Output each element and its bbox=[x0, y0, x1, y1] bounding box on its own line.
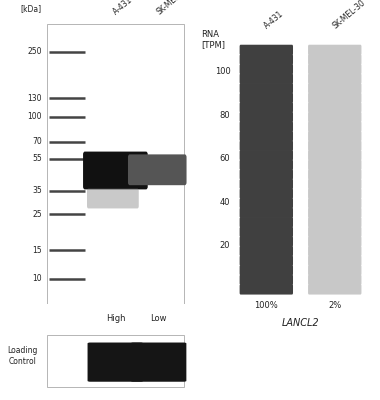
FancyBboxPatch shape bbox=[308, 83, 361, 94]
Text: LANCL2: LANCL2 bbox=[282, 318, 319, 328]
FancyBboxPatch shape bbox=[308, 121, 361, 132]
FancyBboxPatch shape bbox=[308, 64, 361, 74]
FancyBboxPatch shape bbox=[308, 45, 361, 55]
FancyBboxPatch shape bbox=[131, 342, 186, 382]
Text: 2%: 2% bbox=[328, 301, 341, 310]
FancyBboxPatch shape bbox=[240, 246, 293, 256]
Text: 60: 60 bbox=[220, 154, 230, 163]
FancyBboxPatch shape bbox=[240, 179, 293, 189]
FancyBboxPatch shape bbox=[308, 54, 361, 65]
FancyBboxPatch shape bbox=[240, 64, 293, 74]
FancyBboxPatch shape bbox=[308, 236, 361, 247]
FancyBboxPatch shape bbox=[83, 152, 148, 189]
FancyBboxPatch shape bbox=[240, 74, 293, 84]
FancyBboxPatch shape bbox=[308, 93, 361, 103]
FancyBboxPatch shape bbox=[87, 342, 143, 382]
FancyBboxPatch shape bbox=[240, 236, 293, 247]
FancyBboxPatch shape bbox=[240, 169, 293, 180]
FancyBboxPatch shape bbox=[240, 150, 293, 160]
FancyBboxPatch shape bbox=[240, 284, 293, 294]
FancyBboxPatch shape bbox=[240, 217, 293, 228]
FancyBboxPatch shape bbox=[240, 160, 293, 170]
FancyBboxPatch shape bbox=[308, 74, 361, 84]
FancyBboxPatch shape bbox=[240, 121, 293, 132]
FancyBboxPatch shape bbox=[240, 54, 293, 65]
Text: 100: 100 bbox=[27, 112, 42, 121]
FancyBboxPatch shape bbox=[240, 208, 293, 218]
FancyBboxPatch shape bbox=[308, 160, 361, 170]
Text: 250: 250 bbox=[27, 48, 42, 56]
FancyBboxPatch shape bbox=[47, 335, 184, 387]
FancyBboxPatch shape bbox=[240, 140, 293, 151]
FancyBboxPatch shape bbox=[240, 274, 293, 285]
Text: 40: 40 bbox=[220, 198, 230, 207]
FancyBboxPatch shape bbox=[308, 198, 361, 208]
Text: 100%: 100% bbox=[255, 301, 278, 310]
Text: Low: Low bbox=[150, 314, 167, 323]
FancyBboxPatch shape bbox=[128, 154, 187, 185]
FancyBboxPatch shape bbox=[308, 227, 361, 237]
FancyBboxPatch shape bbox=[308, 246, 361, 256]
FancyBboxPatch shape bbox=[240, 265, 293, 276]
FancyBboxPatch shape bbox=[308, 131, 361, 141]
FancyBboxPatch shape bbox=[240, 93, 293, 103]
FancyBboxPatch shape bbox=[308, 112, 361, 122]
FancyBboxPatch shape bbox=[240, 112, 293, 122]
Text: 15: 15 bbox=[32, 246, 42, 255]
Text: 35: 35 bbox=[32, 186, 42, 195]
FancyBboxPatch shape bbox=[308, 169, 361, 180]
FancyBboxPatch shape bbox=[308, 274, 361, 285]
FancyBboxPatch shape bbox=[240, 198, 293, 208]
FancyBboxPatch shape bbox=[308, 284, 361, 294]
FancyBboxPatch shape bbox=[308, 102, 361, 112]
Text: 130: 130 bbox=[27, 94, 42, 102]
FancyBboxPatch shape bbox=[47, 24, 184, 304]
FancyBboxPatch shape bbox=[87, 188, 139, 208]
FancyBboxPatch shape bbox=[240, 256, 293, 266]
FancyBboxPatch shape bbox=[308, 179, 361, 189]
FancyBboxPatch shape bbox=[240, 45, 293, 55]
Text: [kDa]: [kDa] bbox=[21, 4, 42, 13]
FancyBboxPatch shape bbox=[308, 256, 361, 266]
FancyBboxPatch shape bbox=[308, 217, 361, 228]
Text: SK-MEL-30: SK-MEL-30 bbox=[331, 0, 367, 31]
Text: 55: 55 bbox=[32, 154, 42, 163]
FancyBboxPatch shape bbox=[240, 83, 293, 94]
FancyBboxPatch shape bbox=[308, 188, 361, 199]
Text: A-431: A-431 bbox=[262, 10, 285, 31]
FancyBboxPatch shape bbox=[308, 150, 361, 160]
Text: SK-MEL-30: SK-MEL-30 bbox=[155, 0, 191, 17]
Text: A-431: A-431 bbox=[111, 0, 135, 17]
Text: 20: 20 bbox=[220, 241, 230, 250]
FancyBboxPatch shape bbox=[240, 227, 293, 237]
FancyBboxPatch shape bbox=[308, 208, 361, 218]
Text: RNA
[TPM]: RNA [TPM] bbox=[201, 30, 225, 49]
Text: 100: 100 bbox=[215, 67, 230, 76]
FancyBboxPatch shape bbox=[240, 188, 293, 199]
Text: Loading
Control: Loading Control bbox=[8, 346, 38, 366]
FancyBboxPatch shape bbox=[240, 102, 293, 112]
Text: 25: 25 bbox=[32, 210, 42, 219]
FancyBboxPatch shape bbox=[308, 140, 361, 151]
Text: 80: 80 bbox=[220, 111, 230, 120]
Text: High: High bbox=[106, 314, 125, 323]
Text: 10: 10 bbox=[32, 274, 42, 284]
FancyBboxPatch shape bbox=[308, 265, 361, 276]
FancyBboxPatch shape bbox=[240, 131, 293, 141]
Text: 70: 70 bbox=[32, 137, 42, 146]
